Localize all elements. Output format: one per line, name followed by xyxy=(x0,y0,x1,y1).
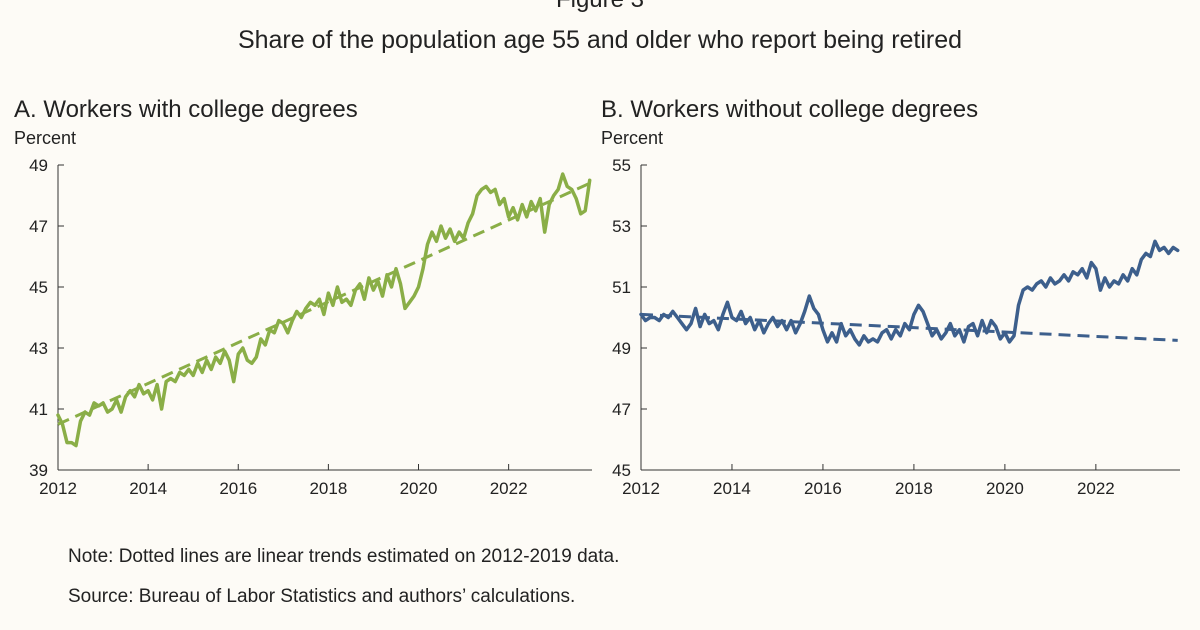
y-tick-label: 45 xyxy=(612,461,631,480)
panel-b-title: B. Workers without college degrees xyxy=(601,96,979,123)
trend-line xyxy=(640,312,1178,342)
y-tick-label: 49 xyxy=(612,339,631,358)
x-tick-label: 2018 xyxy=(309,479,347,498)
y-tick-label: 39 xyxy=(29,461,48,480)
x-tick-label: 2020 xyxy=(986,479,1024,498)
trend-line xyxy=(57,181,591,426)
panel-a-title: A. Workers with college degrees xyxy=(14,96,358,123)
x-tick-label: 2014 xyxy=(713,479,751,498)
panel-b-y-unit: Percent xyxy=(601,128,664,148)
figure-title: Share of the population age 55 and older… xyxy=(237,26,963,54)
y-tick-label: 45 xyxy=(29,278,48,297)
chart-source: Source: Bureau of Labor Statistics and a… xyxy=(68,586,576,607)
data-series-line xyxy=(639,239,1180,347)
y-tick-label: 49 xyxy=(29,156,48,175)
x-tick-label: 2014 xyxy=(129,479,167,498)
chart-note: Note: Dotted lines are linear trends est… xyxy=(68,546,620,567)
figure-label: Figure 3 xyxy=(0,0,1200,14)
y-tick-label: 55 xyxy=(612,156,631,175)
x-tick-label: 2020 xyxy=(400,479,438,498)
x-tick-label: 2022 xyxy=(490,479,528,498)
y-tick-label: 41 xyxy=(29,400,48,419)
x-tick-label: 2012 xyxy=(622,479,660,498)
x-tick-label: 2018 xyxy=(895,479,933,498)
panel-a-y-unit: Percent xyxy=(14,128,77,148)
x-tick-label: 2016 xyxy=(219,479,257,498)
data-series-line xyxy=(56,172,592,448)
panel-a-plot: 39 41 43 45 47 49 2012 2014 2016 2018 2020 2022 xyxy=(29,156,592,498)
x-tick-label: 2022 xyxy=(1077,479,1115,498)
x-tick-label: 2016 xyxy=(804,479,842,498)
y-tick-label: 53 xyxy=(612,217,631,236)
y-tick-label: 47 xyxy=(612,400,631,419)
y-tick-label: 47 xyxy=(29,217,48,236)
x-tick-label: 2012 xyxy=(39,479,77,498)
y-tick-label: 51 xyxy=(612,278,631,297)
y-tick-label: 43 xyxy=(29,339,48,358)
panel-b-plot: 45 47 49 51 53 55 2012 2014 2016 2018 2020 2022 xyxy=(612,156,1180,498)
